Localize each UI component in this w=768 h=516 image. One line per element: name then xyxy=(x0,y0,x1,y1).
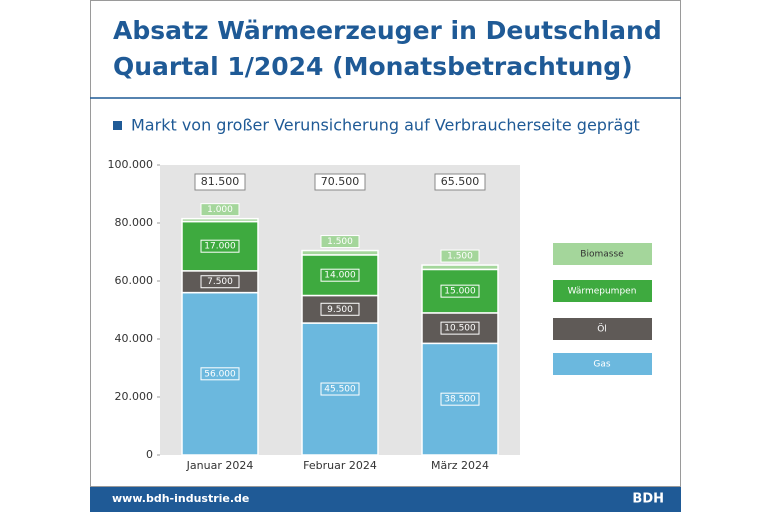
data-label: 45.500 xyxy=(324,385,356,395)
data-label: 17.000 xyxy=(204,242,236,252)
title: Absatz Wärmeerzeuger in Deutschland xyxy=(113,16,662,45)
data-label: 14.000 xyxy=(324,271,356,281)
total-label: 81.500 xyxy=(201,175,240,188)
label-box xyxy=(320,268,360,282)
data-label: 38.500 xyxy=(444,395,476,405)
y-tick-label: 40.000 xyxy=(115,332,154,345)
legend-swatch xyxy=(553,318,652,340)
data-label: 15.000 xyxy=(444,287,476,297)
total-label: 70.500 xyxy=(321,175,360,188)
data-label: 1.500 xyxy=(327,237,353,247)
legend-swatch xyxy=(553,243,652,265)
data-label: 9.500 xyxy=(327,305,353,315)
label-box xyxy=(200,203,240,217)
legend-swatch xyxy=(553,353,652,375)
bar-segment xyxy=(301,249,379,256)
legend-label: Gas xyxy=(593,360,610,370)
data-label: 56.000 xyxy=(204,369,236,379)
label-box xyxy=(200,367,240,381)
x-tick-label: März 2024 xyxy=(431,459,489,472)
subtitle: Markt von großer Verunsicherung auf Verb… xyxy=(131,116,640,135)
legend-label: Biomasse xyxy=(580,250,624,260)
footer-brand: BDH xyxy=(632,492,664,507)
total-label: 65.500 xyxy=(441,175,480,188)
x-tick-label: Januar 2024 xyxy=(186,459,254,472)
data-label: 10.500 xyxy=(444,324,476,334)
y-tick-label: 0 xyxy=(146,448,153,461)
title: Quartal 1/2024 (Monatsbetrachtung) xyxy=(113,52,633,81)
y-tick-label: 80.000 xyxy=(115,216,154,229)
label-box xyxy=(440,321,480,335)
label-box xyxy=(320,302,360,316)
legend-swatch xyxy=(553,280,652,302)
label-box xyxy=(440,249,480,263)
bullet xyxy=(113,121,122,130)
bar-segment xyxy=(421,264,499,271)
footer-url: www.bdh-industrie.de xyxy=(112,492,249,505)
label-box xyxy=(440,392,480,406)
y-tick-label: 20.000 xyxy=(115,390,154,403)
data-label: 1.500 xyxy=(447,252,473,262)
y-tick-label: 60.000 xyxy=(115,274,154,287)
label-box xyxy=(200,239,240,253)
footer-bar xyxy=(90,487,681,512)
y-tick-label: 100.000 xyxy=(108,158,154,171)
data-label: 1.000 xyxy=(207,205,233,215)
legend-label: Wärmepumpen xyxy=(568,287,637,297)
label-box xyxy=(320,235,360,249)
label-box xyxy=(440,284,480,298)
legend-label: Öl xyxy=(597,324,607,335)
total-box xyxy=(314,173,366,191)
bar-segment xyxy=(181,217,259,223)
label-box xyxy=(200,275,240,289)
data-label: 7.500 xyxy=(207,277,233,287)
label-box xyxy=(320,382,360,396)
total-box xyxy=(194,173,246,191)
total-box xyxy=(434,173,486,191)
x-tick-label: Februar 2024 xyxy=(303,459,377,472)
